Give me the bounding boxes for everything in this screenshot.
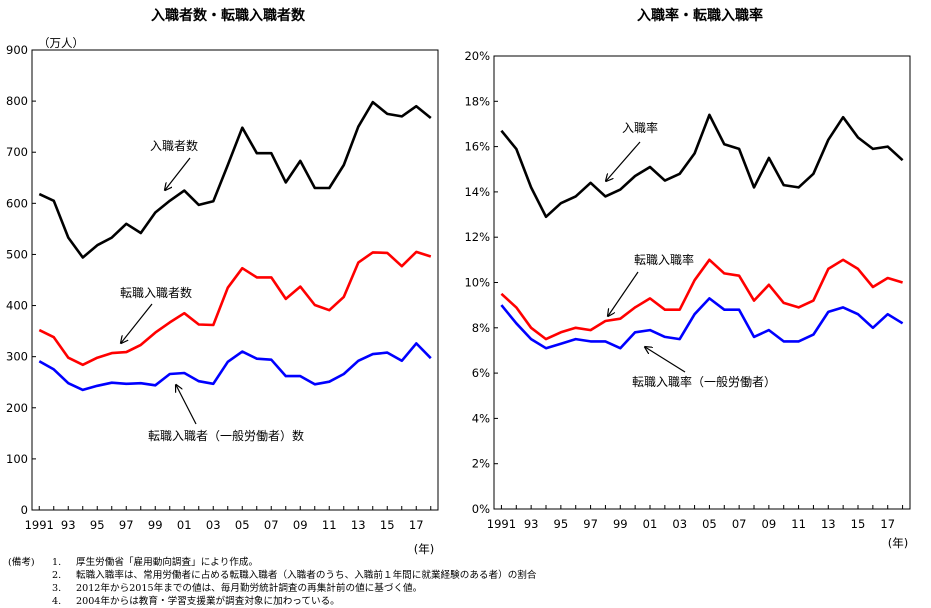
chart-right-annotation-3: 転職入職率（一般労働者） xyxy=(632,347,776,389)
chart-left-y-tick-label: 0 xyxy=(21,503,28,517)
chart-left-y-tick-label: 100 xyxy=(6,452,28,466)
chart-left-x-tick-label: 15 xyxy=(380,518,395,532)
chart-left-y-tick-label: 700 xyxy=(6,145,28,159)
chart-right-plot-frame xyxy=(493,55,911,510)
note-row: 2. 転職入職率は、常用労働者に占める転職入職者（入職者のうち、入職前１年間に就… xyxy=(8,569,923,582)
chart-right-x-tick-label: 15 xyxy=(851,517,866,531)
chart-right-x-tick-label: 17 xyxy=(880,517,895,531)
chart-left-x-tick-label: 09 xyxy=(293,518,308,532)
chart-right: 入職率・転職入職率 (年) 0% 2% 4% 6% 8% 10% 12% 14% 16% 18% 2… xyxy=(464,7,911,550)
chart-left-x-tick-label: 1991 xyxy=(25,518,54,532)
chart-right-y-tick-label: 8% xyxy=(472,321,490,335)
chart-right-annotation-arrow-1 xyxy=(606,141,641,181)
chart-right-title: 入職率・転職入職率 xyxy=(637,7,763,24)
note-text: 転職入職率は、常用労働者に占める転職入職者（入職者のうち、入職前１年間に就業経験… xyxy=(76,570,537,581)
chart-left-series-line-1 xyxy=(38,100,432,259)
chart-left-y-tick-label: 900 xyxy=(6,43,28,57)
chart-right-x-tick-label: 1991 xyxy=(487,517,516,531)
chart-left-x-tick-label: 13 xyxy=(351,518,366,532)
note-number: 3. xyxy=(52,583,62,594)
chart-left-y-tick-label: 400 xyxy=(6,299,28,313)
chart-left-annotation-arrow-2 xyxy=(121,303,153,343)
chart-left-annotation-label-1: 入職者数 xyxy=(150,138,198,153)
chart-right-x-tick-label: 11 xyxy=(791,517,806,531)
chart-right-x-tick-label: 95 xyxy=(554,517,569,531)
notes-heading: (備考) xyxy=(8,557,35,568)
chart-left-x-tick-label: 97 xyxy=(119,518,134,532)
chart-right-y-tick-label: 6% xyxy=(472,366,490,380)
chart-right-series-line-1 xyxy=(500,113,904,219)
note-number: 1. xyxy=(52,557,62,568)
chart-right-y-tick-label: 2% xyxy=(472,457,490,471)
chart-left-y-tick-label: 800 xyxy=(6,94,28,108)
note-row: (備考) 1. 厚生労働省「雇用動向調査」により作成。 xyxy=(8,556,923,569)
chart-left-series-line-2 xyxy=(38,250,432,367)
chart-left-annotation-label-2: 転職入職者数 xyxy=(120,285,192,300)
chart-right-series-line-3 xyxy=(500,297,904,350)
chart-left-annotation-2: 転職入職者数 xyxy=(120,285,192,343)
chart-right-x-tick-label: 05 xyxy=(702,517,717,531)
chart-right-y-tick-label: 12% xyxy=(464,230,490,244)
chart-left-x-tick-label: 95 xyxy=(90,518,105,532)
note-number: 4. xyxy=(52,596,62,607)
chart-right-y-tick-label: 16% xyxy=(464,140,490,154)
chart-right-y-tick-label: 18% xyxy=(464,94,490,108)
chart-right-y-tick-label: 4% xyxy=(472,411,490,425)
chart-right-annotation-1: 入職率 xyxy=(606,120,658,181)
chart-left-series-line-3 xyxy=(38,342,432,392)
chart-right-x-tick-label: 03 xyxy=(672,517,687,531)
chart-left-plot-frame xyxy=(31,49,439,511)
chart-left-annotation-1: 入職者数 xyxy=(150,138,198,190)
chart-right-x-tick-label: 09 xyxy=(762,517,777,531)
notes: (備考) 1. 厚生労働省「雇用動向調査」により作成。 2. 転職入職率は、常用… xyxy=(8,556,923,608)
chart-left-unit-label: （万人） xyxy=(38,36,84,50)
chart-right-y-tick-label: 20% xyxy=(464,49,490,63)
chart-left-y-tick-label: 200 xyxy=(6,401,28,415)
chart-left-annotation-arrow-3 xyxy=(176,385,197,425)
chart-right-x-tick-label: 13 xyxy=(821,517,836,531)
chart-left-x-tick-label: 01 xyxy=(177,518,192,532)
chart-right-x-tick-label: 01 xyxy=(643,517,658,531)
note-number: 2. xyxy=(52,570,62,581)
chart-left-y-tick-label: 300 xyxy=(6,350,28,364)
chart-right-x-tick-label: 99 xyxy=(613,517,628,531)
chart-left-x-tick-label: 03 xyxy=(206,518,221,532)
note-text: 厚生労働省「雇用動向調査」により作成。 xyxy=(76,557,259,568)
chart-left-y-tick-label: 600 xyxy=(6,196,28,210)
note-row: 3. 2012年から2015年までの値は、毎月勤労統計調査の再集計前の値に基づく… xyxy=(8,582,923,595)
chart-right-x-tick-label: 07 xyxy=(732,517,747,531)
chart-right-x-unit-label: (年) xyxy=(888,536,908,550)
chart-right-annotation-arrow-3 xyxy=(645,347,686,373)
chart-right-annotation-label-1: 入職率 xyxy=(622,120,658,135)
chart-left-x-tick-label: 99 xyxy=(148,518,163,532)
chart-left-title: 入職者数・転職入職者数 xyxy=(151,7,306,24)
chart-right-annotation-label-2: 転職入職率 xyxy=(634,252,694,267)
note-text: 2004年からは教育・学習支援業が調査対象に加わっている。 xyxy=(76,596,340,607)
chart-right-annotation-arrow-2 xyxy=(608,271,639,316)
charts-area: 入職者数・転職入職者数 （万人） (年) 0 100 200 300 400 500 600… xyxy=(6,7,911,556)
chart-left-x-tick-label: 17 xyxy=(409,518,424,532)
chart-left-x-tick-label: 05 xyxy=(235,518,250,532)
chart-right-y-tick-label: 0% xyxy=(472,502,490,516)
chart-right-series-line-2 xyxy=(500,258,903,341)
chart-right-y-tick-label: 10% xyxy=(464,276,490,290)
chart-left-y-tick-label: 500 xyxy=(6,247,28,261)
chart-right-x-tick-label: 93 xyxy=(524,517,539,531)
chart-left-x-tick-label: 11 xyxy=(322,518,337,532)
chart-left-annotation-3: 転職入職者（一般労働者）数 xyxy=(148,385,304,443)
chart-left: 入職者数・転職入職者数 （万人） (年) 0 100 200 300 400 500 600… xyxy=(6,7,439,556)
chart-left-annotation-label-3: 転職入職者（一般労働者）数 xyxy=(148,428,304,443)
chart-right-annotation-label-3: 転職入職率（一般労働者） xyxy=(632,374,776,389)
note-text: 2012年から2015年までの値は、毎月勤労統計調査の再集計前の値に基づく値。 xyxy=(76,583,423,594)
chart-right-annotation-2: 転職入職率 xyxy=(608,252,694,316)
chart-right-x-tick-label: 97 xyxy=(583,517,598,531)
chart-left-annotation-arrow-1 xyxy=(165,157,191,190)
chart-right-y-tick-label: 14% xyxy=(464,185,490,199)
chart-left-x-unit-label: (年) xyxy=(414,542,434,556)
note-row: 4. 2004年からは教育・学習支援業が調査対象に加わっている。 xyxy=(8,595,923,608)
chart-left-x-tick-label: 93 xyxy=(61,518,76,532)
chart-left-x-tick-label: 07 xyxy=(264,518,279,532)
